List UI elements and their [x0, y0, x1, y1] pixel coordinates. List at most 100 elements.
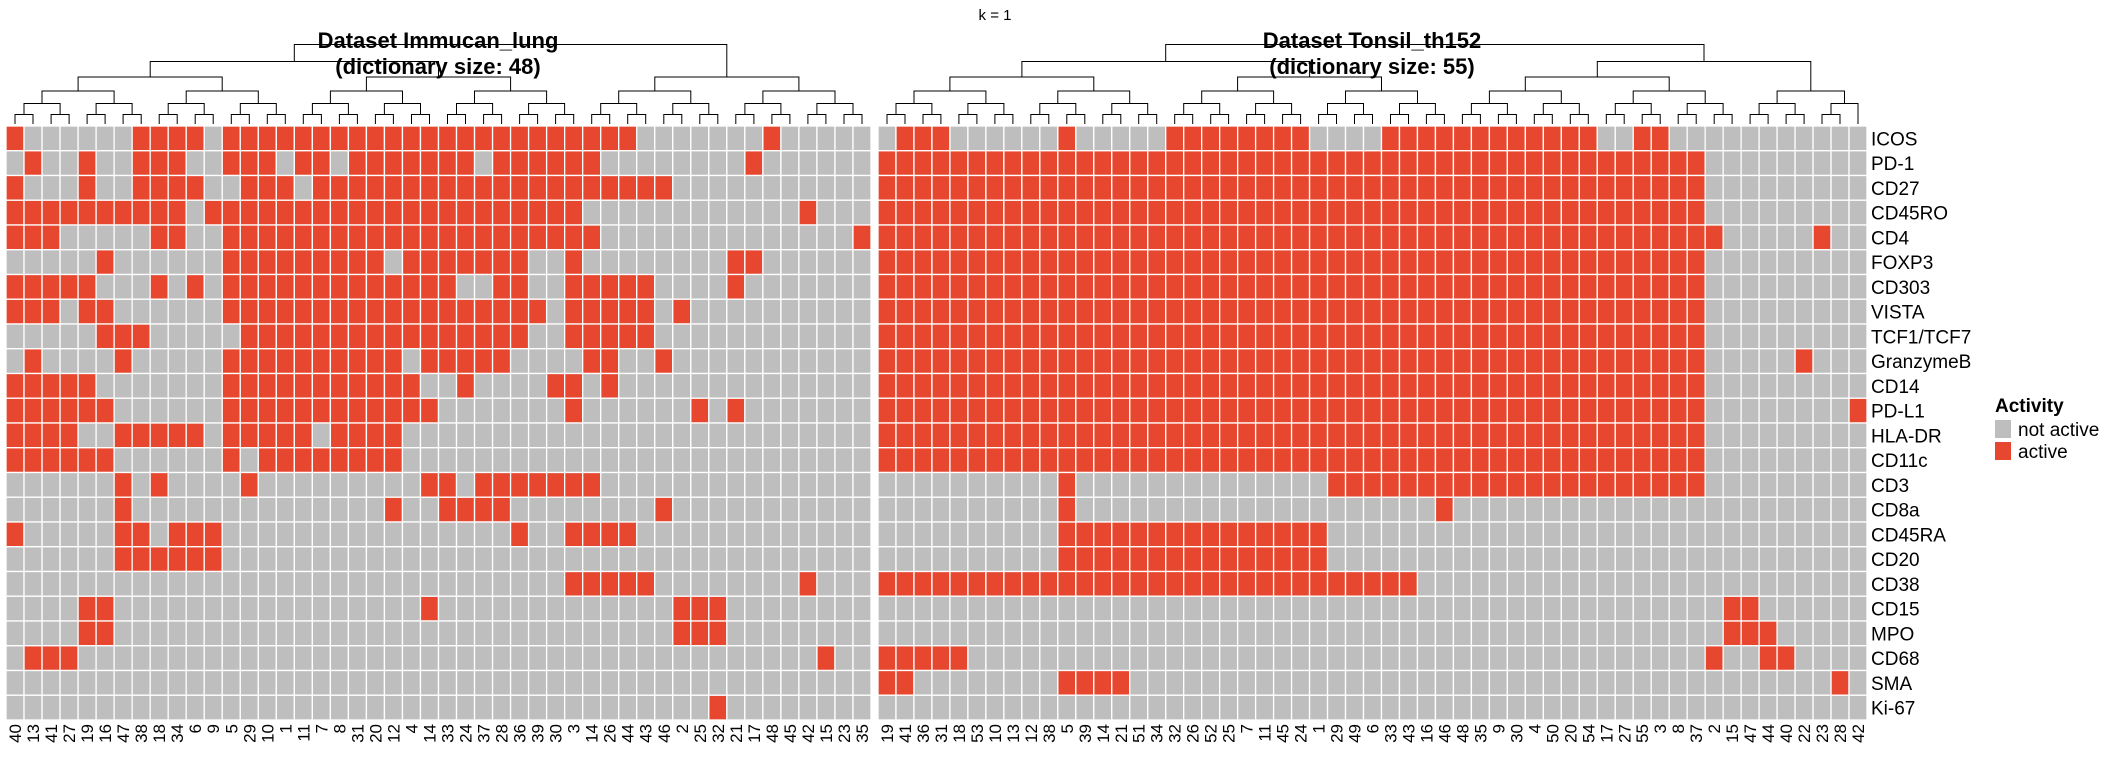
heatmap-cell: [23, 372, 43, 399]
heatmap-cell: [1758, 447, 1778, 474]
heatmap-cell: [1488, 570, 1509, 597]
heatmap-cell: [877, 595, 897, 622]
heatmap-cell: [167, 199, 187, 226]
heatmap-cell: [834, 546, 854, 573]
heatmap-cell: [185, 595, 205, 622]
heatmap-cell: [545, 645, 566, 672]
heatmap-cell: [726, 150, 746, 177]
heatmap-cell: [383, 422, 404, 449]
heatmap-cell: [1111, 471, 1131, 498]
heatmap-cell: [967, 422, 987, 449]
heatmap-cell: [1398, 249, 1419, 276]
heatmap-cell: [1236, 249, 1257, 276]
heatmap-cell: [1722, 471, 1742, 498]
heatmap-cell: [41, 570, 61, 597]
heatmap-cell: [1758, 348, 1778, 375]
heatmap-cell: [347, 397, 368, 424]
heatmap-cell: [762, 348, 782, 375]
heatmap-cell: [618, 125, 638, 152]
heatmap-cell: [1560, 273, 1580, 300]
heatmap-cell: [419, 546, 440, 573]
heatmap-cell: [1398, 669, 1419, 696]
heatmap-cell: [1201, 397, 1221, 424]
heatmap-cell: [1524, 570, 1544, 597]
dendrogram-branch: [1354, 114, 1373, 124]
heatmap-cell: [311, 645, 332, 672]
heatmap-cell: [690, 397, 710, 424]
heatmap-cell: [708, 447, 728, 474]
heatmap-cell: [762, 125, 782, 152]
heatmap-cell: [762, 595, 782, 622]
heatmap-cell: [600, 422, 620, 449]
heatmap-cell: [1326, 199, 1347, 226]
heatmap-cell: [347, 645, 368, 672]
heatmap-cell: [419, 323, 440, 350]
heatmap-cell: [1722, 669, 1742, 696]
heatmap-cell: [690, 471, 710, 498]
heatmap-cell: [455, 471, 476, 498]
heatmap-cell: [1165, 645, 1185, 672]
heatmap-cell: [1326, 150, 1347, 177]
heatmap-cell: [1686, 694, 1706, 721]
column-label: 27: [1615, 724, 1634, 743]
heatmap-cell: [1614, 199, 1634, 226]
heatmap-cell: [1326, 471, 1347, 498]
heatmap-cell: [527, 669, 548, 696]
heatmap-cell: [1650, 645, 1670, 672]
heatmap-cell: [1650, 521, 1670, 548]
heatmap-cell: [1452, 372, 1473, 399]
heatmap-cell: [1686, 595, 1706, 622]
heatmap-cell: [798, 125, 818, 152]
heatmap-cell: [419, 224, 440, 251]
heatmap-cell: [383, 471, 404, 498]
column-label: 15: [817, 724, 836, 743]
heatmap-cell: [59, 372, 79, 399]
heatmap-cell: [1506, 372, 1526, 399]
heatmap-cell: [383, 669, 404, 696]
heatmap-cell: [1111, 298, 1131, 325]
heatmap-cell: [1147, 273, 1167, 300]
heatmap-cell: [149, 521, 169, 548]
heatmap-cell: [1308, 694, 1329, 721]
heatmap-cell: [203, 125, 223, 152]
heatmap-cell: [545, 422, 566, 449]
heatmap-cell: [1650, 570, 1670, 597]
heatmap-cell: [77, 422, 97, 449]
heatmap-cell: [1272, 595, 1293, 622]
heatmap-cell: [257, 224, 277, 251]
heatmap-cell: [1219, 150, 1239, 177]
heatmap-cell: [967, 125, 987, 152]
column-label: 34: [168, 724, 187, 743]
heatmap-cell: [1380, 249, 1401, 276]
heatmap-cell: [1003, 447, 1023, 474]
heatmap-cell: [491, 521, 512, 548]
heatmap-cell: [949, 521, 969, 548]
heatmap-cell: [1632, 620, 1652, 647]
heatmap-cell: [1398, 372, 1419, 399]
heatmap-cell: [1254, 372, 1275, 399]
heatmap-cell: [672, 570, 692, 597]
heatmap-cell: [1183, 125, 1203, 152]
heatmap-cell: [1506, 224, 1526, 251]
heatmap-cell: [798, 694, 818, 721]
dendrogram-branch: [1057, 90, 1131, 104]
heatmap-cell: [744, 521, 764, 548]
heatmap-cell: [545, 372, 566, 399]
heatmap-cell: [1075, 447, 1095, 474]
heatmap-cell: [1488, 298, 1509, 325]
column-label: 26: [601, 724, 620, 743]
heatmap-cell: [23, 125, 43, 152]
heatmap-cell: [1506, 174, 1526, 201]
heatmap-cell: [311, 249, 332, 276]
heatmap-cell: [1039, 224, 1059, 251]
heatmap-cell: [1452, 174, 1473, 201]
heatmap-cell: [1812, 570, 1832, 597]
heatmap-cell: [1272, 125, 1293, 152]
heatmap-cell: [1452, 669, 1473, 696]
heatmap-cell: [636, 496, 656, 523]
column-label: 18: [950, 724, 969, 743]
heatmap-cell: [1578, 645, 1598, 672]
column-label: 33: [439, 724, 458, 743]
heatmap-cell: [527, 447, 548, 474]
heatmap-cell: [1506, 199, 1526, 226]
